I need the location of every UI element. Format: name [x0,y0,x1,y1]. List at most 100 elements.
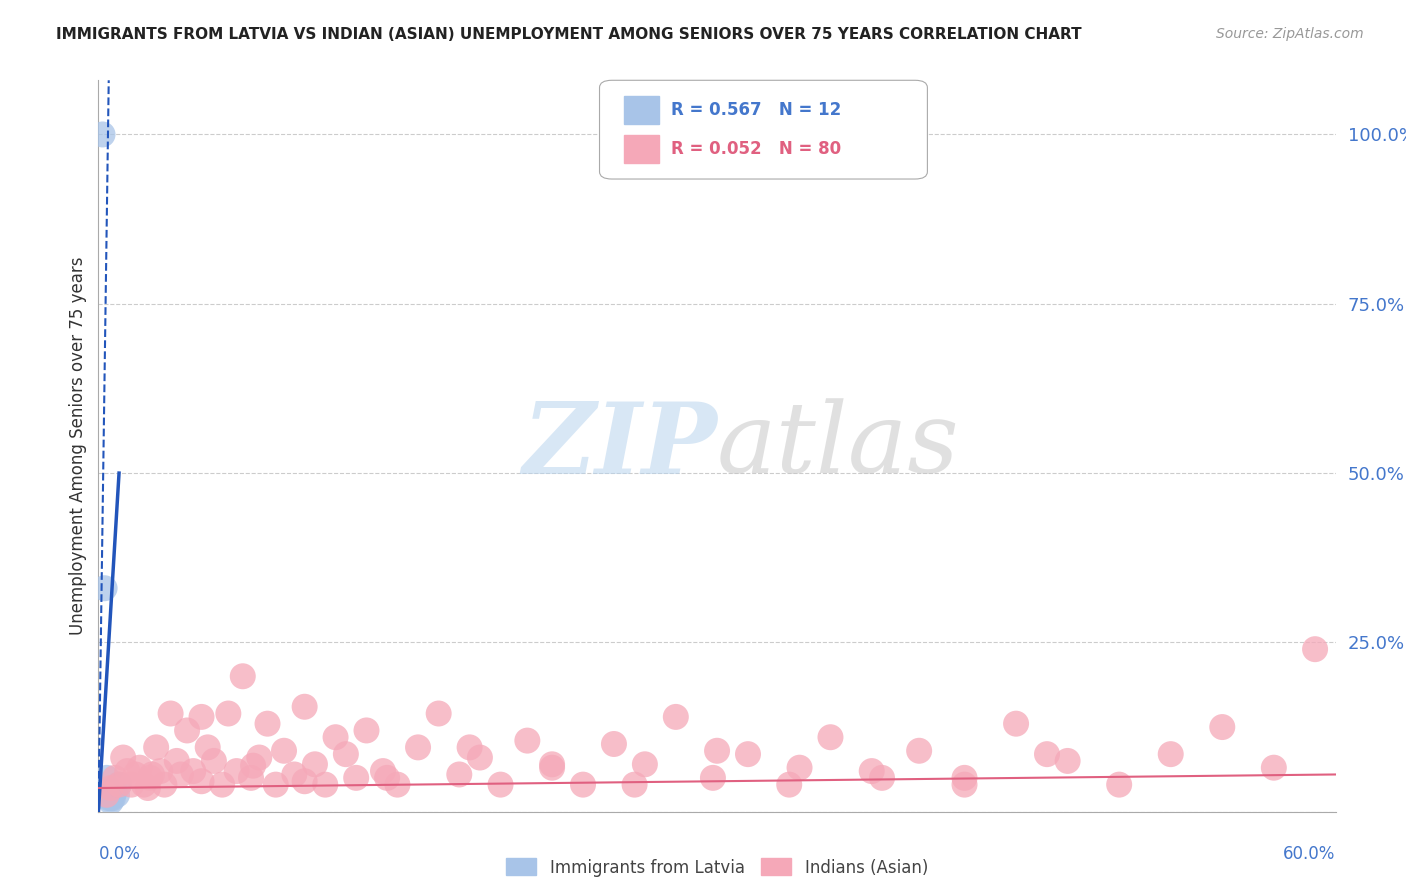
Point [789,761,811,775]
Point [314,778,336,792]
Point [273,744,295,758]
Point [335,747,357,761]
Point [217,706,239,721]
Bar [624,136,659,163]
Point [136,780,159,795]
Point [820,730,842,744]
Point [387,778,409,792]
Point [149,764,172,778]
Point [190,774,212,789]
Point [247,750,270,764]
Point [908,744,931,758]
Point [108,778,131,792]
Text: Source: ZipAtlas.com: Source: ZipAtlas.com [1216,27,1364,41]
Point [541,757,564,772]
Point [427,706,450,721]
Point [166,754,188,768]
Point [325,730,347,744]
Point [1108,778,1130,792]
Point [145,740,167,755]
Point [170,767,193,781]
Point [1303,642,1326,657]
Point [93,581,115,595]
Point [406,740,429,755]
Point [702,771,724,785]
Text: ZIP: ZIP [522,398,717,494]
Point [1263,761,1285,775]
Point [225,764,247,778]
Point [603,737,626,751]
Point [141,767,163,781]
Point [108,778,131,792]
Point [953,778,976,792]
Point [97,788,120,802]
Point [256,716,278,731]
Point [139,771,162,785]
Point [101,791,124,805]
Point [344,771,367,785]
Point [1005,716,1028,731]
Point [120,778,142,792]
Point [623,778,645,792]
Point [176,723,198,738]
Text: 60.0%: 60.0% [1284,845,1336,863]
Point [489,778,512,792]
Point [516,733,538,747]
Point [202,754,225,768]
Point [132,778,155,792]
Point [458,740,481,755]
Point [706,744,728,758]
Point [468,750,491,764]
Point [449,767,471,781]
Point [240,771,263,785]
Point [778,778,800,792]
Point [264,778,287,792]
Y-axis label: Unemployment Among Seniors over 75 years: Unemployment Among Seniors over 75 years [69,257,87,635]
Point [375,771,398,785]
Point [100,795,122,809]
Point [1036,747,1059,761]
Point [96,771,118,785]
Point [91,128,114,142]
Point [737,747,759,761]
Text: R = 0.052   N = 80: R = 0.052 N = 80 [671,140,841,158]
Point [211,778,233,792]
Point [541,761,564,775]
Point [104,784,127,798]
Point [104,771,127,785]
Point [870,771,893,785]
Point [190,710,212,724]
Point [159,706,181,721]
Point [197,740,219,755]
Point [181,764,204,778]
Point [572,778,595,792]
Point [96,784,118,798]
Point [117,764,139,778]
Point [953,771,976,785]
Point [97,791,120,805]
Text: IMMIGRANTS FROM LATVIA VS INDIAN (ASIAN) UNEMPLOYMENT AMONG SENIORS OVER 75 YEAR: IMMIGRANTS FROM LATVIA VS INDIAN (ASIAN)… [56,27,1081,42]
Text: R = 0.567   N = 12: R = 0.567 N = 12 [671,102,842,120]
Point [242,758,264,772]
Point [112,750,135,764]
Point [304,757,326,772]
Point [100,791,122,805]
Point [105,788,128,802]
Point [96,788,118,802]
Point [665,710,688,724]
Point [294,699,316,714]
Text: 0.0%: 0.0% [98,845,141,863]
Point [1056,754,1078,768]
Point [371,764,394,778]
Bar [624,96,659,124]
Point [634,757,657,772]
Point [1160,747,1182,761]
Point [860,764,883,778]
Text: atlas: atlas [717,399,960,493]
Point [356,723,378,738]
FancyBboxPatch shape [599,80,928,179]
Legend: Immigrants from Latvia, Indians (Asian): Immigrants from Latvia, Indians (Asian) [506,858,928,877]
Point [128,761,150,775]
Point [153,778,176,792]
Point [100,780,122,795]
